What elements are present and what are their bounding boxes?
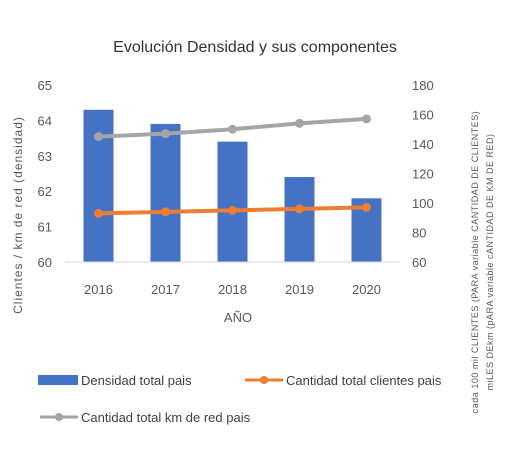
y-right-tick-label: 60 [412,255,426,270]
y-right-tick-label: 180 [412,78,434,93]
point-km [228,124,237,134]
y-axis-right-ticks: 180 160 140 120 100 80 60 [412,78,434,270]
y-right-tick-label: 100 [412,196,434,211]
legend-item-clientes: Cantidad total clientes pais [245,373,442,388]
y-right-tick-label: 160 [412,108,434,123]
y-axis-left-ticks: 65 64 63 62 61 60 [38,78,52,270]
legend-item-km: Cantidad total km de red pais [40,410,251,425]
point-clientes [228,205,237,215]
point-clientes [295,204,304,214]
y-right-tick-label: 140 [412,137,434,152]
x-tick-label: 2016 [84,282,113,297]
point-clientes [362,202,371,212]
legend-label-densidad: Densidad total pais [81,373,192,388]
bar-densidad [284,177,315,262]
point-clientes [161,207,170,217]
legend-item-densidad: Densidad total pais [38,373,192,388]
legend: Densidad total pais Cantidad total clien… [38,373,442,425]
point-km [161,129,170,139]
legend-marker-km [55,413,63,421]
bar-densidad [217,141,248,262]
legend-label-clientes: Cantidad total clientes pais [286,373,442,388]
y-right-tick-label: 80 [412,226,426,241]
x-axis-label: AÑO [224,310,252,325]
legend-swatch-bar [38,375,78,385]
point-km [94,132,103,142]
x-axis-ticks: 2016 2017 2018 2019 2020 [84,282,381,297]
x-tick-label: 2017 [151,282,180,297]
legend-marker-clientes [260,376,268,384]
chart-title: Evolución Densidad y sus componentes [113,39,397,56]
point-clientes [94,208,103,218]
x-tick-label: 2018 [218,282,247,297]
y-axis-right-label-line-1: cada 100 mil CLIENTES (PARA variable CAN… [470,111,480,413]
y-left-tick-label: 61 [38,220,52,235]
y-right-tick-label: 120 [412,167,434,182]
y-left-tick-label: 65 [38,78,52,93]
y-axis-right-label-line-2: miLES DEkm (pARA variable cANTIDAD DE KM… [485,133,495,390]
y-left-tick-label: 60 [38,255,52,270]
point-km [295,118,304,128]
y-left-tick-label: 62 [38,184,52,199]
bar-densidad [150,123,181,262]
line-series [94,114,371,218]
legend-label-km: Cantidad total km de red pais [81,410,251,425]
y-axis-left-label: Clientes / km de red (densidad) [11,116,25,314]
point-km [362,114,371,124]
y-left-tick-label: 63 [38,149,52,164]
x-tick-label: 2020 [352,282,381,297]
y-left-tick-label: 64 [38,113,52,128]
x-tick-label: 2019 [285,282,314,297]
